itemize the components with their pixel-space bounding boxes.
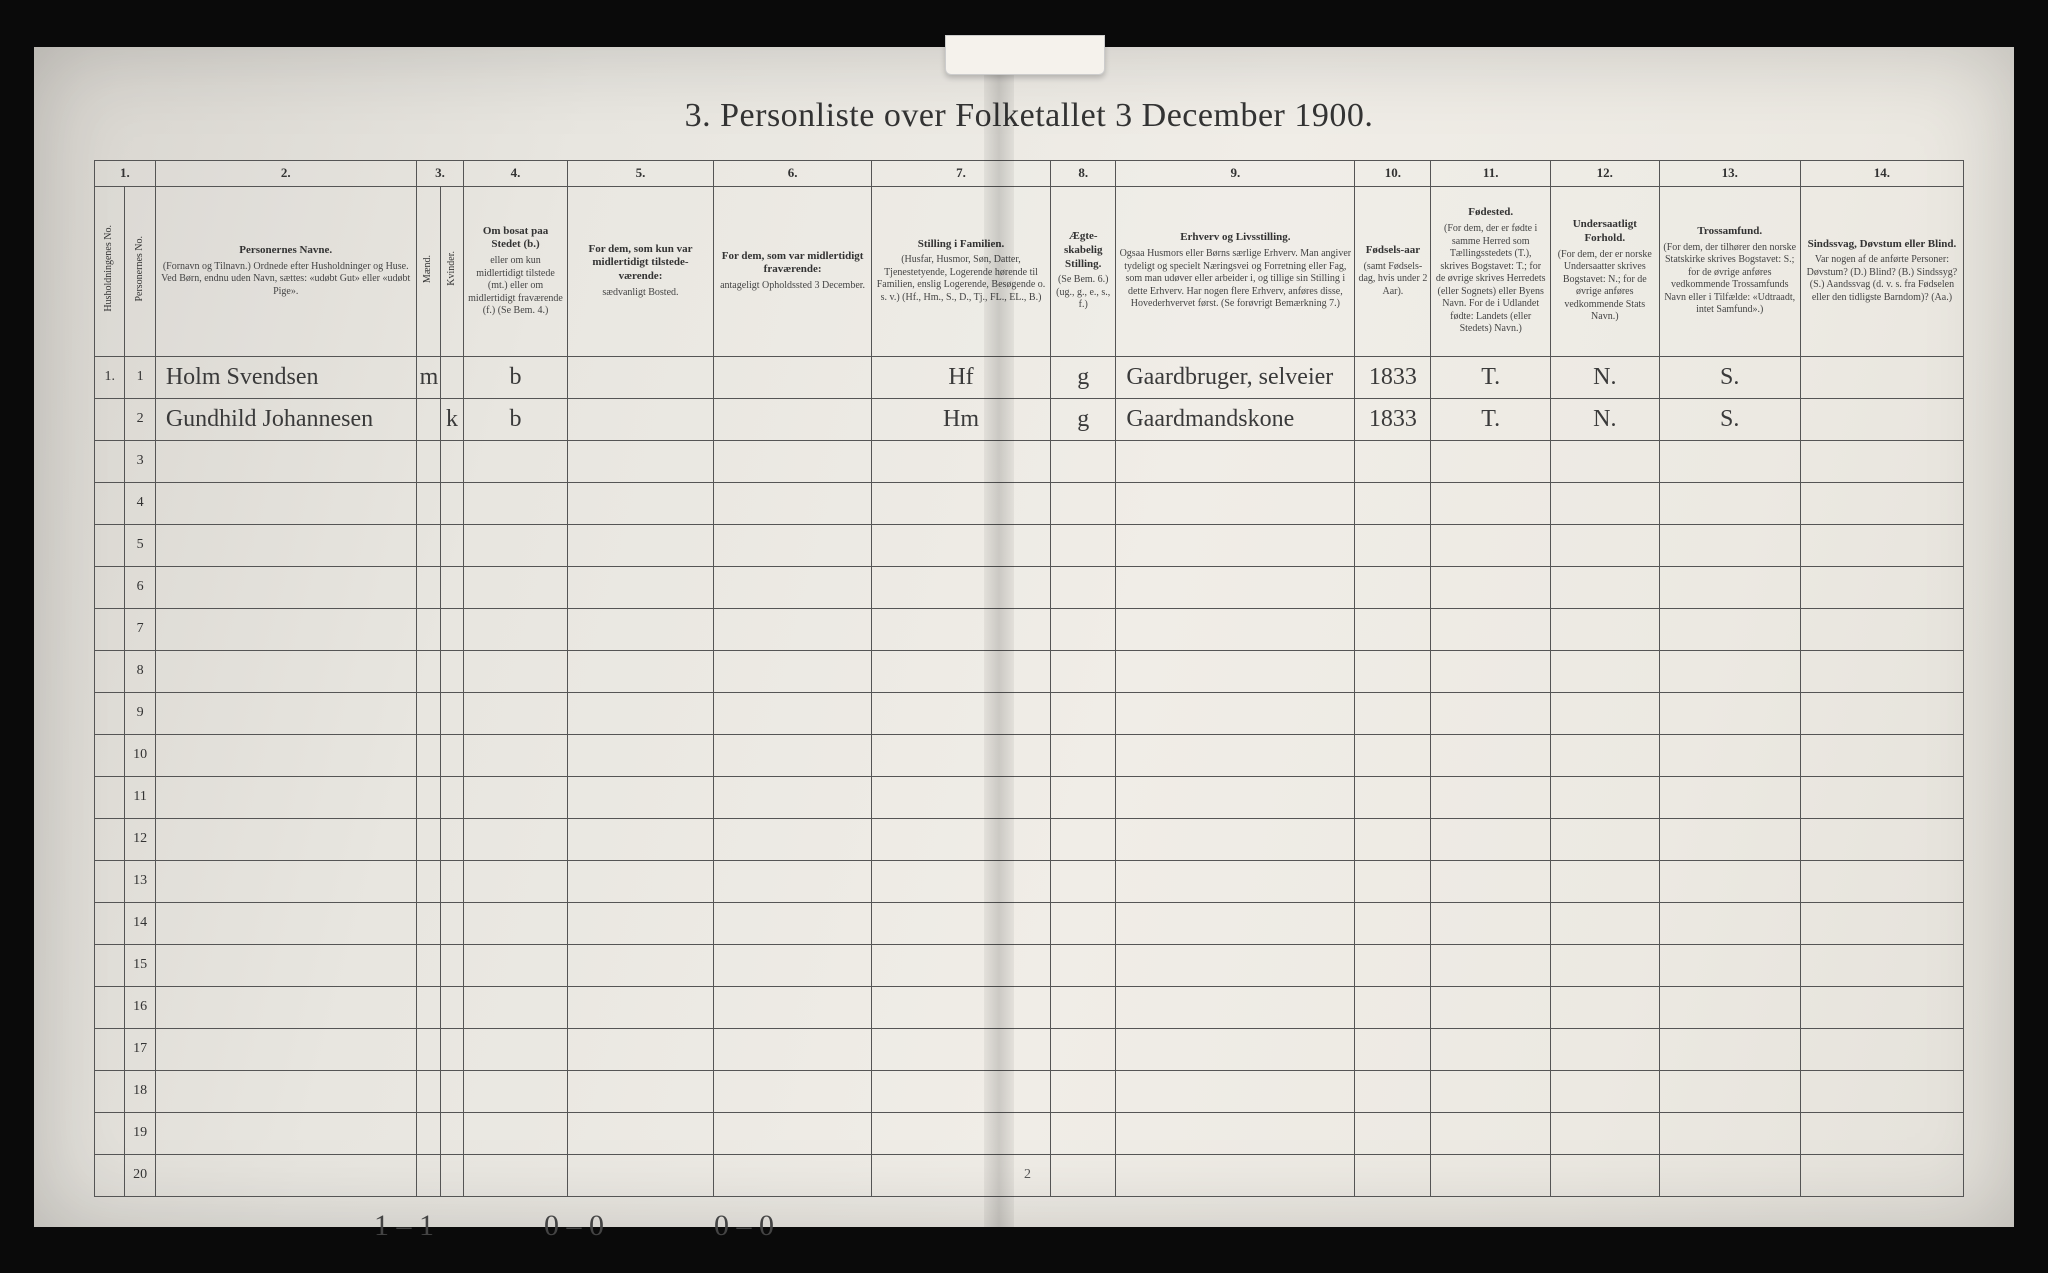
tally-3: 0 – 0	[714, 1209, 774, 1243]
cell-fam: Hf	[871, 356, 1050, 398]
cell-res: b	[464, 398, 567, 440]
col2-header: Personernes Navne. (Fornavn og Tilnavn.)…	[155, 186, 416, 356]
colnum-0: 1.	[95, 160, 156, 186]
page-number: 2	[1024, 1167, 1031, 1183]
colnum-10: 9.	[1116, 160, 1355, 186]
col9-header: Erhverv og Livsstilling. Ogsaa Husmors e…	[1116, 186, 1355, 356]
table-row-blank: 16	[95, 986, 1964, 1028]
colnum-14: 13.	[1659, 160, 1800, 186]
col1a-label: Husholdningenes No.	[102, 221, 117, 316]
cell-name: Gundhild Johannesen	[155, 398, 416, 440]
table-row-blank: 14	[95, 902, 1964, 944]
cell-c5	[567, 356, 714, 398]
col1b-label: Personernes No.	[133, 232, 148, 306]
cell-nat: N.	[1550, 398, 1659, 440]
cell-hh: 1.	[95, 356, 125, 398]
colnum-9: 8.	[1051, 160, 1116, 186]
cell-c6	[714, 356, 872, 398]
table-row-blank: 19	[95, 1112, 1964, 1154]
cell-yr: 1833	[1355, 356, 1431, 398]
table-row-blank: 3	[95, 440, 1964, 482]
cell-dis	[1800, 398, 1963, 440]
cell-m	[416, 398, 440, 440]
cell-k: k	[440, 398, 464, 440]
column-header-row: Husholdningenes No. Personernes No. Pers…	[95, 186, 1964, 356]
footer-tallies: 1 – 1 0 – 0 0 – 0	[94, 1209, 1964, 1243]
cell-mar: g	[1051, 356, 1116, 398]
cell-fam: Hm	[871, 398, 1050, 440]
col7-header: Stilling i Familien. (Husfar, Husmor, Sø…	[871, 186, 1050, 356]
colnum-2: 2.	[155, 160, 416, 186]
cell-occ: Gaardbruger, selveier	[1116, 356, 1355, 398]
cell-yr: 1833	[1355, 398, 1431, 440]
colnum-6: 5.	[567, 160, 714, 186]
cell-name: Holm Svendsen	[155, 356, 416, 398]
census-table: 1.2.3.4.5.6.7.8.9.10.11.12.13.14. Hushol…	[94, 160, 1964, 1197]
table-row-blank: 8	[95, 650, 1964, 692]
col14-header: Sindssvag, Døvstum eller Blind. Var noge…	[1800, 186, 1963, 356]
cell-mar: g	[1051, 398, 1116, 440]
cell-nat: N.	[1550, 356, 1659, 398]
cell-rel: S.	[1659, 398, 1800, 440]
colnum-12: 11.	[1431, 160, 1551, 186]
colnum-15: 14.	[1800, 160, 1963, 186]
table-row-blank: 12	[95, 818, 1964, 860]
form-title: 3. Personliste over Folketallet 3 Decemb…	[94, 97, 1964, 135]
col11-header: Fødested. (For dem, der er fødte i samme…	[1431, 186, 1551, 356]
column-number-row: 1.2.3.4.5.6.7.8.9.10.11.12.13.14.	[95, 160, 1964, 186]
table-head: 1.2.3.4.5.6.7.8.9.10.11.12.13.14. Hushol…	[95, 160, 1964, 356]
col4-header: Om bosat paa Stedet (b.) eller om kun mi…	[464, 186, 567, 356]
table-row-blank: 6	[95, 566, 1964, 608]
colnum-8: 7.	[871, 160, 1050, 186]
cell-c5	[567, 398, 714, 440]
tally-2: 0 – 0	[544, 1209, 604, 1243]
table-row-blank: 4	[95, 482, 1964, 524]
table-row: 1.1Holm Svendsenmb HfgGaardbruger, selvei…	[95, 356, 1964, 398]
col3b-label: Kvinder.	[445, 247, 460, 290]
cell-bp: T.	[1431, 398, 1551, 440]
cell-k	[440, 356, 464, 398]
cell-hh	[95, 398, 125, 440]
table-row-blank: 17	[95, 1028, 1964, 1070]
table-row-blank: 13	[95, 860, 1964, 902]
table-row-blank: 9	[95, 692, 1964, 734]
col3a-label: Mænd.	[421, 251, 436, 287]
table-row-blank: 18	[95, 1070, 1964, 1112]
col13-header: Trossamfund. (For dem, der tilhører den …	[1659, 186, 1800, 356]
table-row-blank: 7	[95, 608, 1964, 650]
cell-bp: T.	[1431, 356, 1551, 398]
cell-pn: 2	[125, 398, 155, 440]
table-body: 1.1Holm Svendsenmb HfgGaardbruger, selvei…	[95, 356, 1964, 1196]
table-row-blank: 5	[95, 524, 1964, 566]
colnum-13: 12.	[1550, 160, 1659, 186]
cell-rel: S.	[1659, 356, 1800, 398]
census-form-page: 3. Personliste over Folketallet 3 Decemb…	[34, 47, 2014, 1227]
colnum-5: 4.	[464, 160, 567, 186]
cell-occ: Gaardmandskone	[1116, 398, 1355, 440]
colnum-7: 6.	[714, 160, 872, 186]
cell-dis	[1800, 356, 1963, 398]
col12-header: Undersaatligt Forhold. (For dem, der er …	[1550, 186, 1659, 356]
paper-clip-tab	[945, 35, 1105, 75]
cell-m: m	[416, 356, 440, 398]
table-row-blank: 10	[95, 734, 1964, 776]
table-row: 2Gundhild Johannesen kb HmgGaardmandskone1…	[95, 398, 1964, 440]
colnum-3: 3.	[416, 160, 464, 186]
table-row-blank: 15	[95, 944, 1964, 986]
cell-res: b	[464, 356, 567, 398]
colnum-11: 10.	[1355, 160, 1431, 186]
col6-header: For dem, som var midlertidigt fraværende…	[714, 186, 872, 356]
col10-header: Fødsels-aar (samt Fødsels-dag, hvis unde…	[1355, 186, 1431, 356]
col8-header: Ægte-skabelig Stilling. (Se Bem. 6.) (ug…	[1051, 186, 1116, 356]
tally-1: 1 – 1	[374, 1209, 434, 1243]
cell-pn: 1	[125, 356, 155, 398]
col5-header: For dem, som kun var midlertidigt tilste…	[567, 186, 714, 356]
table-row-blank: 11	[95, 776, 1964, 818]
cell-c6	[714, 398, 872, 440]
